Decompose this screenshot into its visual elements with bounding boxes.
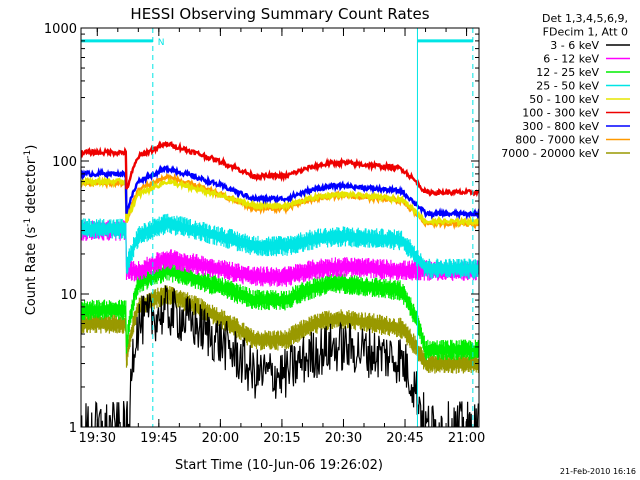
y-axis-label: Count Rate (s-1 detector-1) xyxy=(23,145,39,316)
legend-entry-label: 300 - 800 keV xyxy=(522,120,599,133)
y-tick-label: 1000 xyxy=(44,22,77,37)
y-axis-label-sup1: -1 xyxy=(23,218,33,227)
x-axis: 19:30 19:45 20:00 20:15 20:30 20:45 21:00 xyxy=(79,28,485,446)
footer-timestamp: 21-Feb-2010 16:16 xyxy=(560,467,636,476)
x-axis-label: Start Time (10-Jun-06 19:26:02) xyxy=(175,458,383,473)
x-tick-label: 21:00 xyxy=(448,431,485,446)
legend-entry-label: 7000 - 20000 keV xyxy=(501,147,599,160)
legend-entry-label: 800 - 7000 keV xyxy=(515,134,599,147)
legend-entry-label: 3 - 6 keV xyxy=(550,39,599,52)
series-25-50kev xyxy=(81,213,479,279)
x-tick-label: 19:30 xyxy=(79,431,116,446)
legend-entry-label: 25 - 50 keV xyxy=(536,80,599,93)
y-axis: 1 10 100 1000 xyxy=(44,22,479,436)
chart-title: HESSI Observing Summary Count Rates xyxy=(130,5,429,23)
legend-header-line: Det 1,3,4,5,6,9, xyxy=(542,12,628,25)
x-tick-label: 19:45 xyxy=(140,431,177,446)
y-tick-label: 100 xyxy=(52,155,77,170)
y-axis-label-sup2: -1 xyxy=(23,150,33,159)
legend-entry-label: 6 - 12 keV xyxy=(543,53,599,66)
x-tick-label: 20:00 xyxy=(202,431,239,446)
x-tick-label: 20:45 xyxy=(386,431,423,446)
legend: Det 1,3,4,5,6,9,FDecim 1, Att 03 - 6 keV… xyxy=(501,12,630,160)
series-100-300kev xyxy=(81,140,479,198)
legend-entry-label: 100 - 300 keV xyxy=(522,107,599,120)
series-50-100kev xyxy=(81,174,479,229)
x-tick-label: 20:15 xyxy=(263,431,300,446)
legend-entry-label: 12 - 25 keV xyxy=(536,66,599,79)
night-marker: N xyxy=(158,38,165,48)
y-tick-label: 10 xyxy=(60,288,77,303)
legend-header-line: FDecim 1, Att 0 xyxy=(543,26,628,39)
series-3-6kev xyxy=(81,285,479,427)
y-tick-label: 1 xyxy=(69,421,77,436)
plot-area xyxy=(81,140,479,427)
x-tick-label: 20:30 xyxy=(325,431,362,446)
plot-frame xyxy=(80,27,480,428)
series-300-800kev xyxy=(81,164,479,220)
legend-entry-label: 50 - 100 keV xyxy=(529,93,599,106)
